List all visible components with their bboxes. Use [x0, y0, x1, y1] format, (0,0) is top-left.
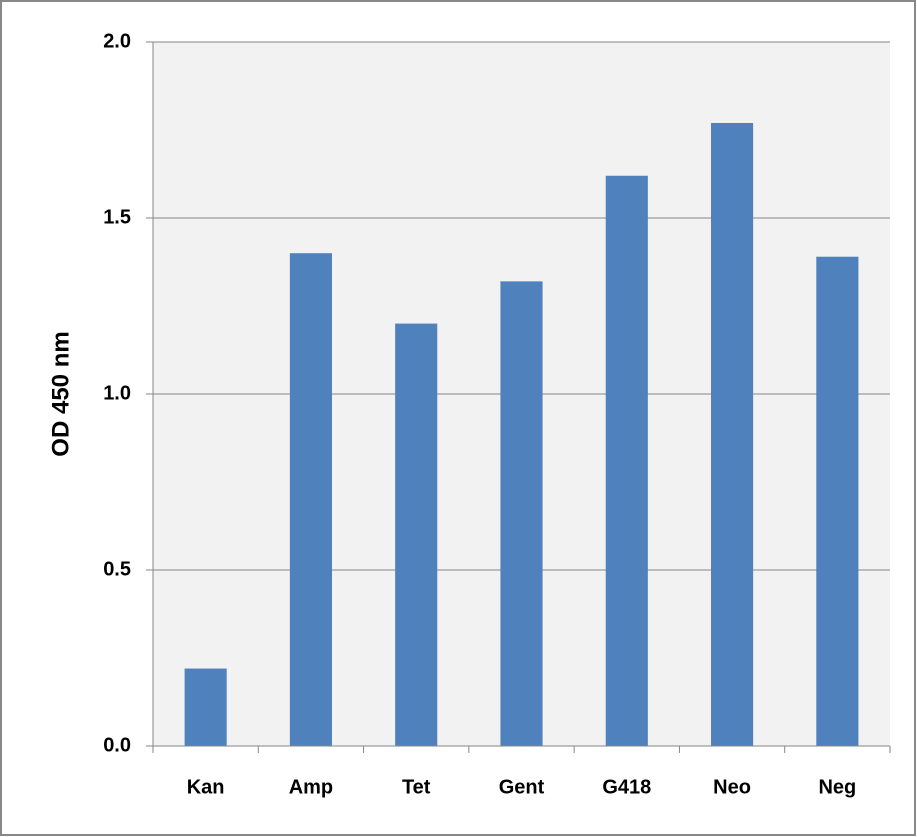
x-tick-label: Tet [402, 776, 431, 798]
y-axis-title: OD 450 nm [47, 331, 74, 456]
y-tick-label: 0.0 [103, 734, 131, 756]
bar [395, 323, 438, 746]
y-tick-label: 1.0 [103, 382, 131, 404]
bar [816, 256, 859, 746]
y-tick-label: 1.5 [103, 206, 131, 228]
x-tick-label: G418 [602, 776, 651, 798]
bar [500, 281, 543, 746]
y-tick-label: 0.5 [103, 558, 131, 580]
bar [605, 175, 648, 746]
bar [711, 122, 754, 746]
y-tick-label: 2.0 [103, 30, 131, 52]
bar [184, 668, 227, 746]
x-tick-label: Kan [187, 776, 225, 798]
x-tick-label: Gent [499, 776, 545, 798]
x-tick-label: Amp [289, 776, 333, 798]
x-tick-label: Neo [713, 776, 751, 798]
bar [289, 253, 332, 746]
x-tick-label: Neg [818, 776, 856, 798]
